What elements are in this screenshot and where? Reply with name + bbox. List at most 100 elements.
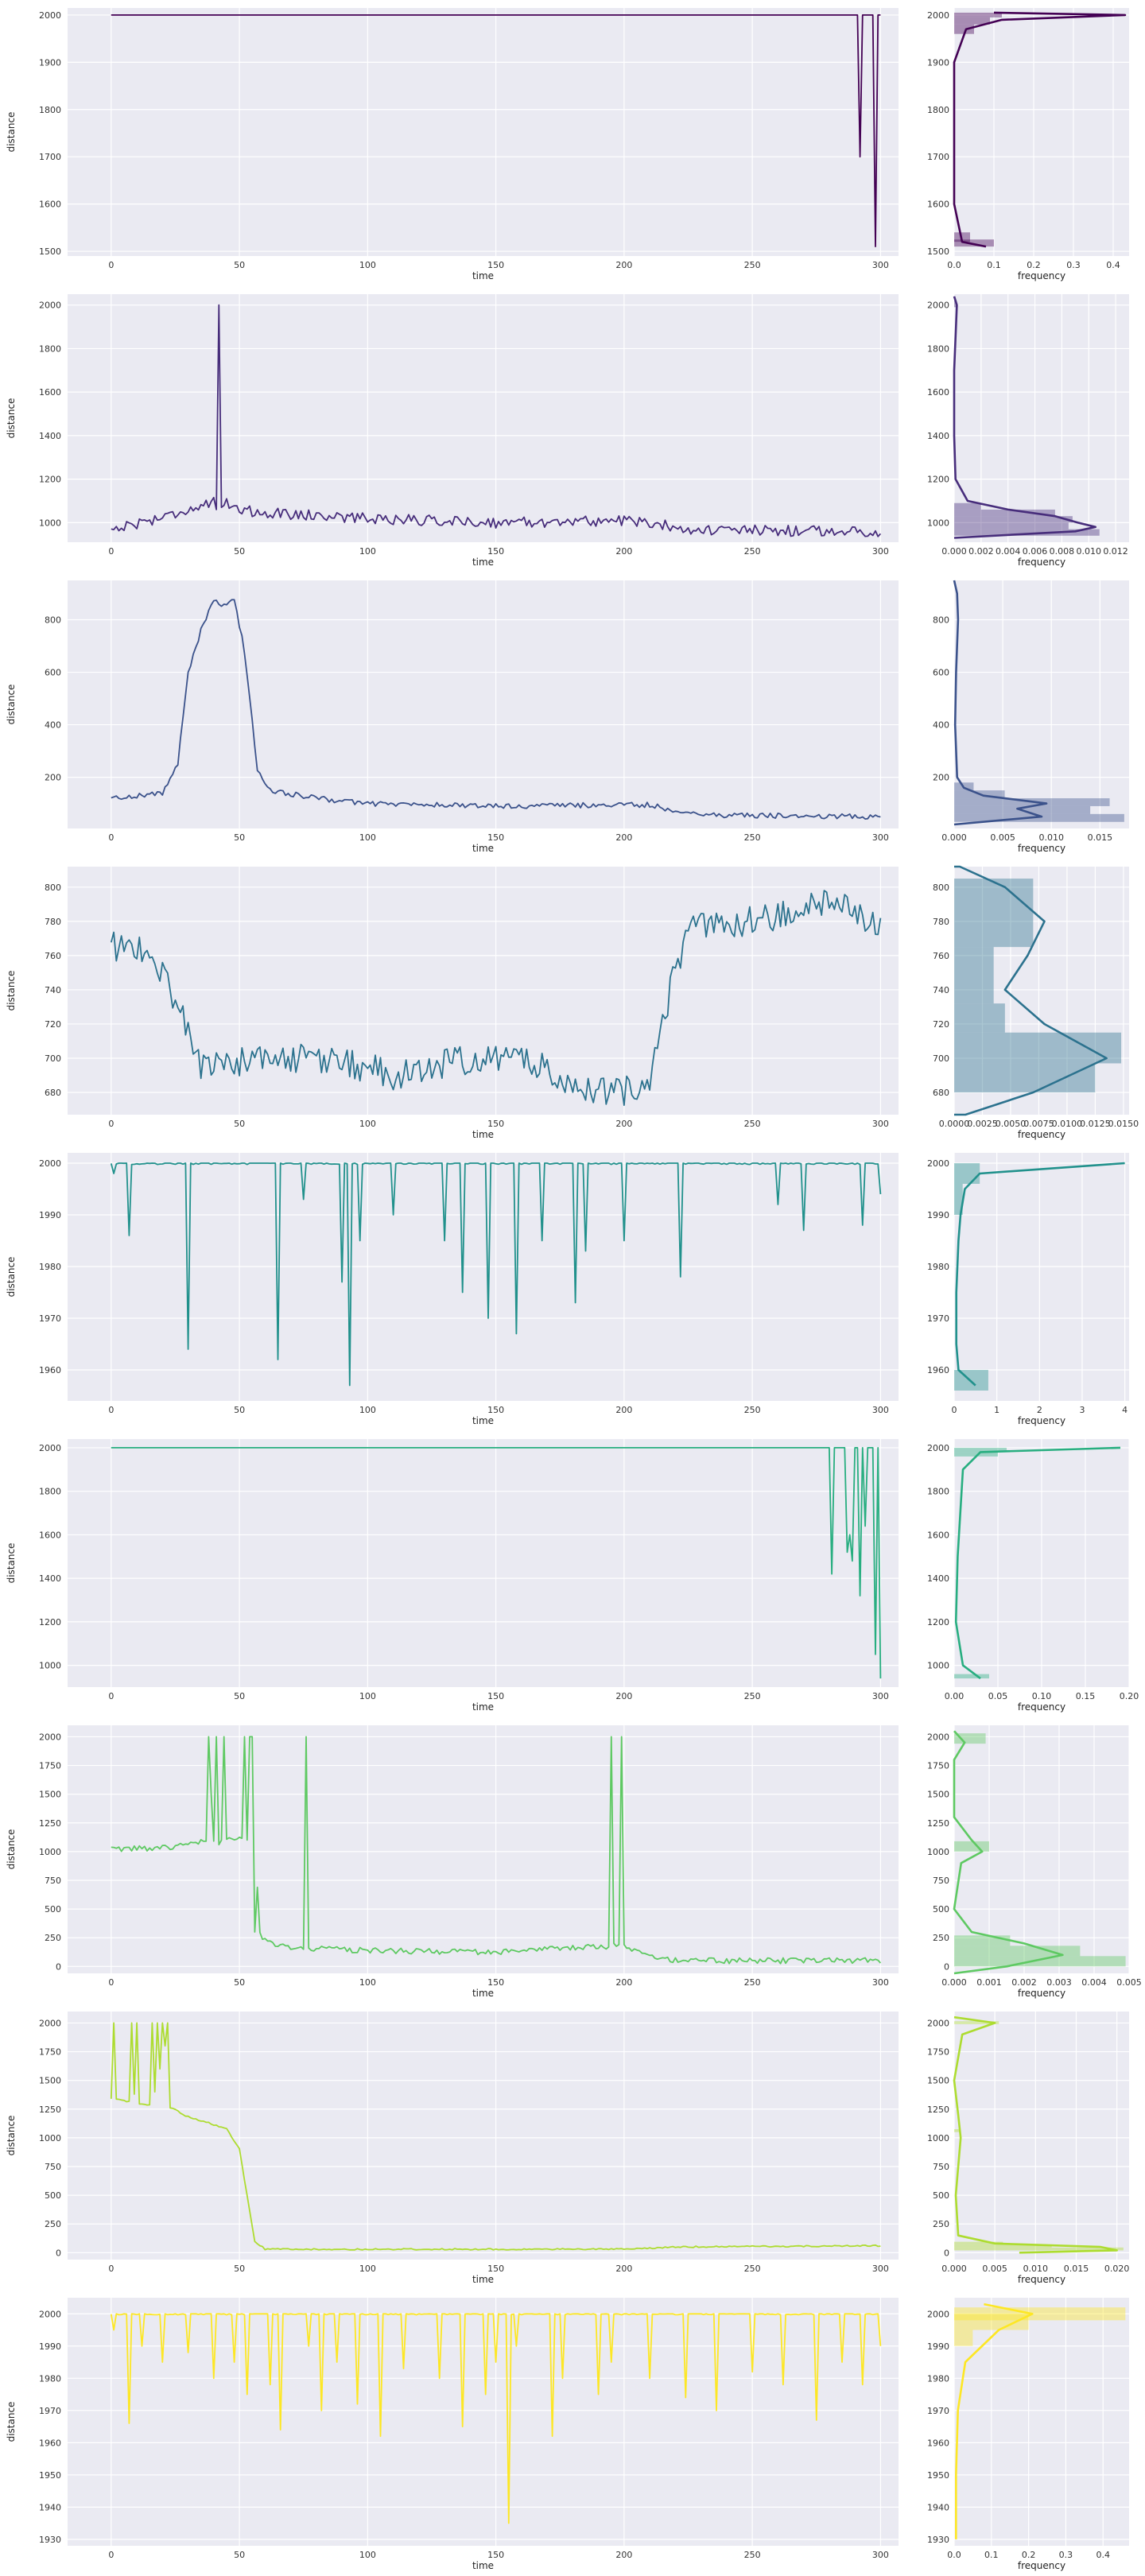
side-y-tick-label: 2000 [927, 1732, 949, 1742]
side-x-tick-label: 0.20 [1120, 1691, 1139, 1701]
y-tick-label: 2000 [39, 1158, 61, 1169]
y-tick-label: 1980 [39, 2373, 61, 2384]
side-x-axis-label: frequency [1018, 1988, 1065, 1999]
side-x-tick-label: 0.0150 [1108, 1119, 1139, 1129]
histogram-bar [954, 2244, 1052, 2248]
x-tick-label: 50 [234, 2550, 245, 2560]
x-tick-label: 0 [108, 1691, 114, 1701]
side-x-tick-label: 0.000 [941, 832, 967, 843]
side-x-tick-label: 0.001 [976, 1977, 1002, 1988]
side-y-tick-label: 1970 [927, 2406, 949, 2416]
y-tick-label: 1400 [39, 1573, 61, 1584]
x-tick-label: 300 [872, 2550, 889, 2560]
histogram-bar [954, 1184, 963, 1215]
side-y-tick-label: 1000 [927, 1847, 949, 1857]
kde-curve [954, 865, 1108, 1116]
y-tick-label: 2000 [39, 1732, 61, 1742]
histogram-bar [954, 1956, 1126, 1967]
side-y-tick-label: 1750 [927, 2047, 949, 2058]
distribution-panel: 200 400 600 800 0.000 0.005 0.010 0.015 frequenc… [933, 580, 1129, 854]
side-x-tick-label: 0.0050 [996, 1119, 1027, 1129]
x-axis-label: time [472, 2560, 494, 2571]
side-y-tick-label: 700 [933, 1053, 949, 1064]
line-panel: 1000 1200 1400 1600 1800 2000 0 50 100 150 200 250 3… [6, 1439, 899, 1713]
y-axis-label: distance [6, 2402, 17, 2442]
y-tick-label: 1400 [39, 431, 61, 441]
distribution-panel: 1930 1940 1950 1960 1970 1980 1990 2000 0.0 0.1 0.… [927, 2298, 1129, 2571]
side-y-tick-label: 1500 [927, 2076, 949, 2086]
side-x-axis-label: frequency [1018, 2560, 1065, 2571]
y-tick-label: 1800 [39, 1487, 61, 1497]
kde-curve [953, 2015, 1118, 2254]
side-y-tick-label: 600 [933, 668, 949, 678]
x-tick-label: 300 [872, 2264, 889, 2274]
y-tick-label: 1000 [39, 1661, 61, 1671]
line-panel: 1960 1970 1980 1990 2000 0 50 100 150 200 250 300 ti… [6, 1153, 899, 1426]
x-tick-label: 200 [615, 546, 632, 557]
y-tick-label: 1600 [39, 387, 61, 398]
x-tick-label: 150 [487, 2550, 504, 2560]
side-plot-background [954, 294, 1129, 542]
x-tick-label: 0 [108, 260, 114, 270]
side-x-tick-label: 0.002 [968, 546, 994, 557]
side-y-tick-label: 1000 [927, 1661, 949, 1671]
histogram-bar [954, 879, 1034, 948]
y-tick-label: 800 [45, 883, 61, 893]
histogram-bar [954, 529, 1100, 536]
side-y-tick-label: 1750 [927, 1761, 949, 1771]
side-x-tick-label: 0.1 [987, 260, 1001, 270]
x-axis-label: time [472, 557, 494, 568]
side-x-tick-label: 0.008 [1050, 546, 1075, 557]
side-x-axis-label: frequency [1018, 557, 1065, 568]
histogram-bar [954, 2021, 999, 2024]
y-tick-label: 1600 [39, 200, 61, 210]
side-y-tick-label: 1980 [927, 2373, 949, 2384]
side-y-tick-label: 1980 [927, 1262, 949, 1272]
side-y-tick-label: 1990 [927, 1210, 949, 1220]
x-tick-label: 0 [108, 832, 114, 843]
x-tick-label: 200 [615, 1691, 632, 1701]
side-x-tick-label: 0.005 [990, 832, 1015, 843]
side-y-tick-label: 2000 [927, 1443, 949, 1453]
y-tick-label: 750 [45, 1876, 61, 1886]
x-tick-label: 50 [234, 546, 245, 557]
histogram-bar [954, 1032, 1122, 1064]
plot-background [68, 8, 899, 256]
x-tick-label: 50 [234, 1691, 245, 1701]
side-x-tick-label: 0.4 [1106, 260, 1120, 270]
side-x-tick-label: 0.003 [1046, 1977, 1072, 1988]
x-tick-label: 0 [108, 2264, 114, 2274]
side-y-tick-label: 0 [944, 2248, 949, 2258]
side-y-tick-label: 1950 [927, 2470, 949, 2481]
series-line [110, 890, 882, 1106]
side-y-tick-label: 2000 [927, 1158, 949, 1169]
side-y-tick-label: 1800 [927, 1487, 949, 1497]
histogram-bar [954, 2307, 1126, 2321]
line-panel: 1930 1940 1950 1960 1970 1980 1990 2000 0 50 100 15… [6, 2298, 899, 2571]
side-y-tick-label: 1900 [927, 57, 949, 68]
side-x-tick-label: 2 [1037, 1405, 1042, 1415]
side-x-axis-label: frequency [1018, 1129, 1065, 1140]
side-y-tick-label: 720 [933, 1019, 949, 1030]
side-y-tick-label: 1960 [927, 2438, 949, 2448]
y-tick-label: 1970 [39, 2406, 61, 2416]
side-x-tick-label: 0.015 [1064, 2264, 1089, 2274]
y-tick-label: 740 [45, 985, 61, 995]
side-x-tick-label: 0.3 [1066, 260, 1081, 270]
side-x-tick-label: 0.010 [1038, 832, 1064, 843]
y-tick-label: 750 [45, 2162, 61, 2172]
x-tick-label: 300 [872, 1977, 889, 1988]
x-tick-label: 100 [359, 1119, 376, 1129]
chart-row-9: 1930 1940 1950 1960 1970 1980 1990 2000 0 50 100 15… [6, 2298, 1129, 2571]
histogram-bar [954, 1935, 1011, 1946]
histogram-bar [954, 1003, 1005, 1033]
distribution-panel: 0 250 500 750 1000 1250 1500 1750 2000 0.000 0.001… [927, 1725, 1142, 1999]
x-tick-label: 50 [234, 832, 245, 843]
kde-curve [953, 1730, 1064, 1975]
histogram-bar [954, 947, 994, 1004]
y-tick-label: 700 [45, 1053, 61, 1064]
y-tick-label: 1960 [39, 2438, 61, 2448]
x-tick-label: 200 [615, 832, 632, 843]
y-axis-label: distance [6, 1257, 17, 1298]
histogram-bar [954, 1452, 998, 1457]
